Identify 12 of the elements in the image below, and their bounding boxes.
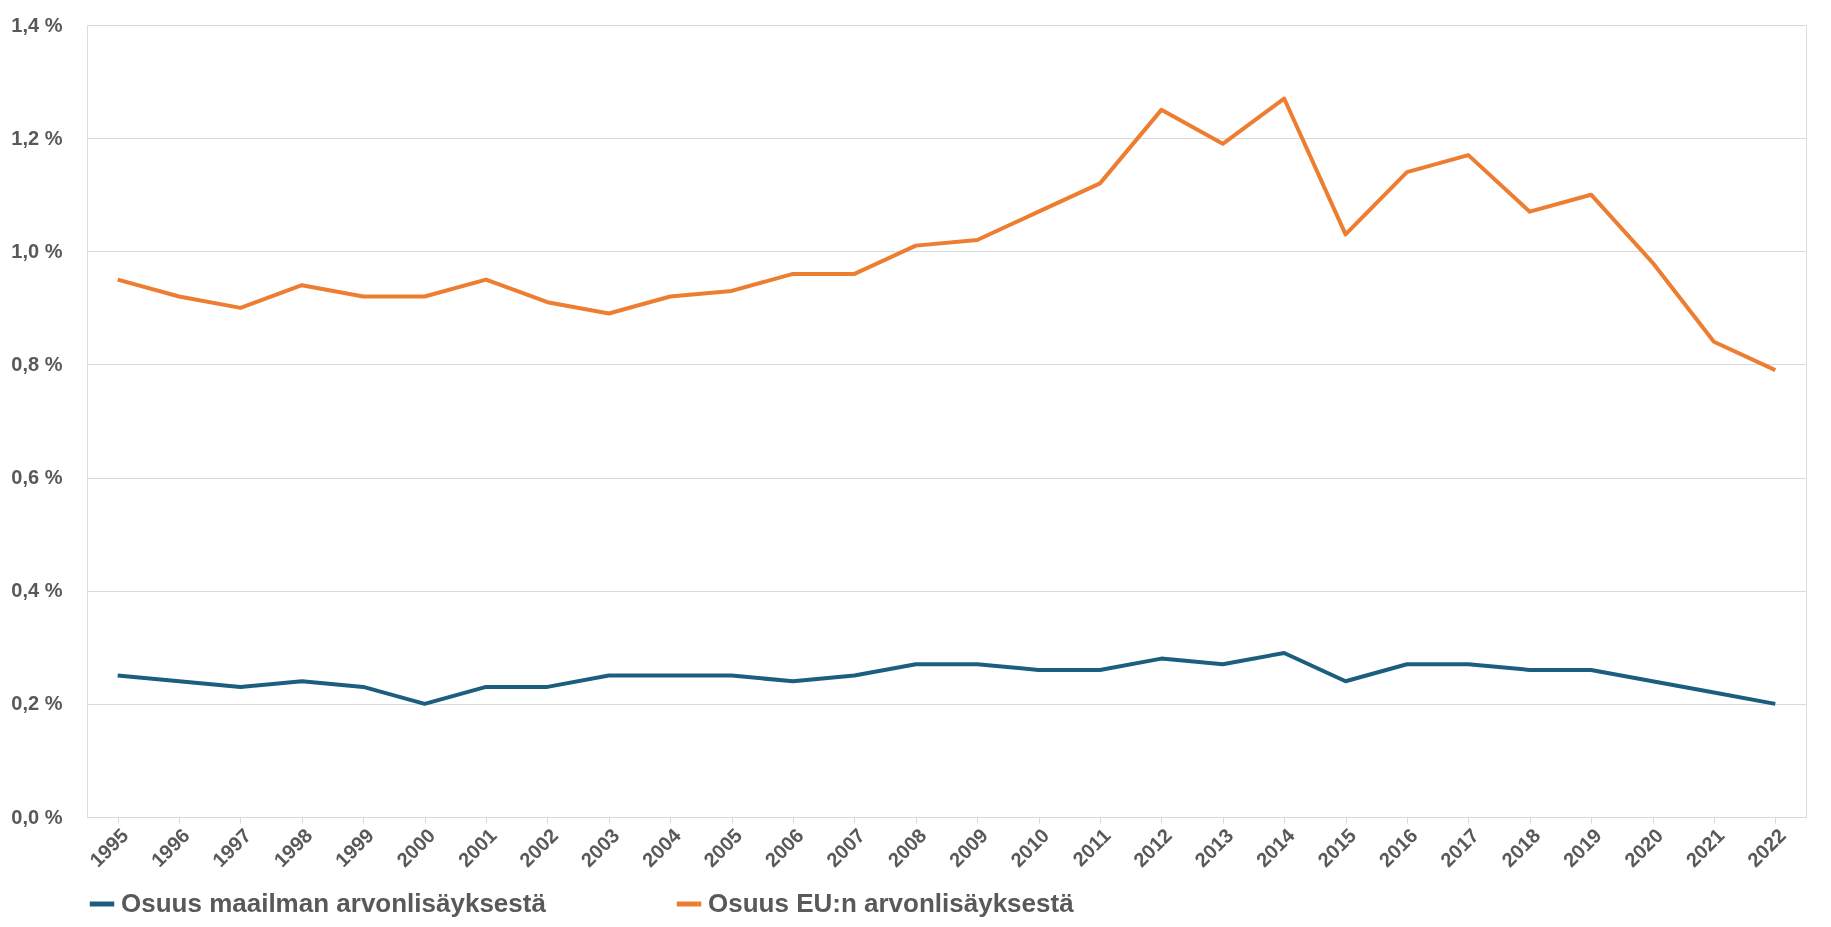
legend-label: Osuus maailman arvonlisäyksestä [121,888,547,918]
y-tick-label: 0,2 % [11,692,63,715]
y-tick-label: 0,6 % [11,466,63,489]
y-tick-label: 1,2 % [11,126,63,149]
line-series [115,96,1778,373]
y-tick-label: 0,8 % [11,352,63,375]
y-tick-label: 1,4 % [11,13,63,36]
y-tick-label: 0,0 % [11,805,63,828]
line-series [115,650,1778,706]
legend-label: Osuus EU:n arvonlisäyksestä [708,888,1075,918]
y-tick-label: 1,0 % [11,239,63,262]
y-tick-label: 0,4 % [11,579,63,602]
